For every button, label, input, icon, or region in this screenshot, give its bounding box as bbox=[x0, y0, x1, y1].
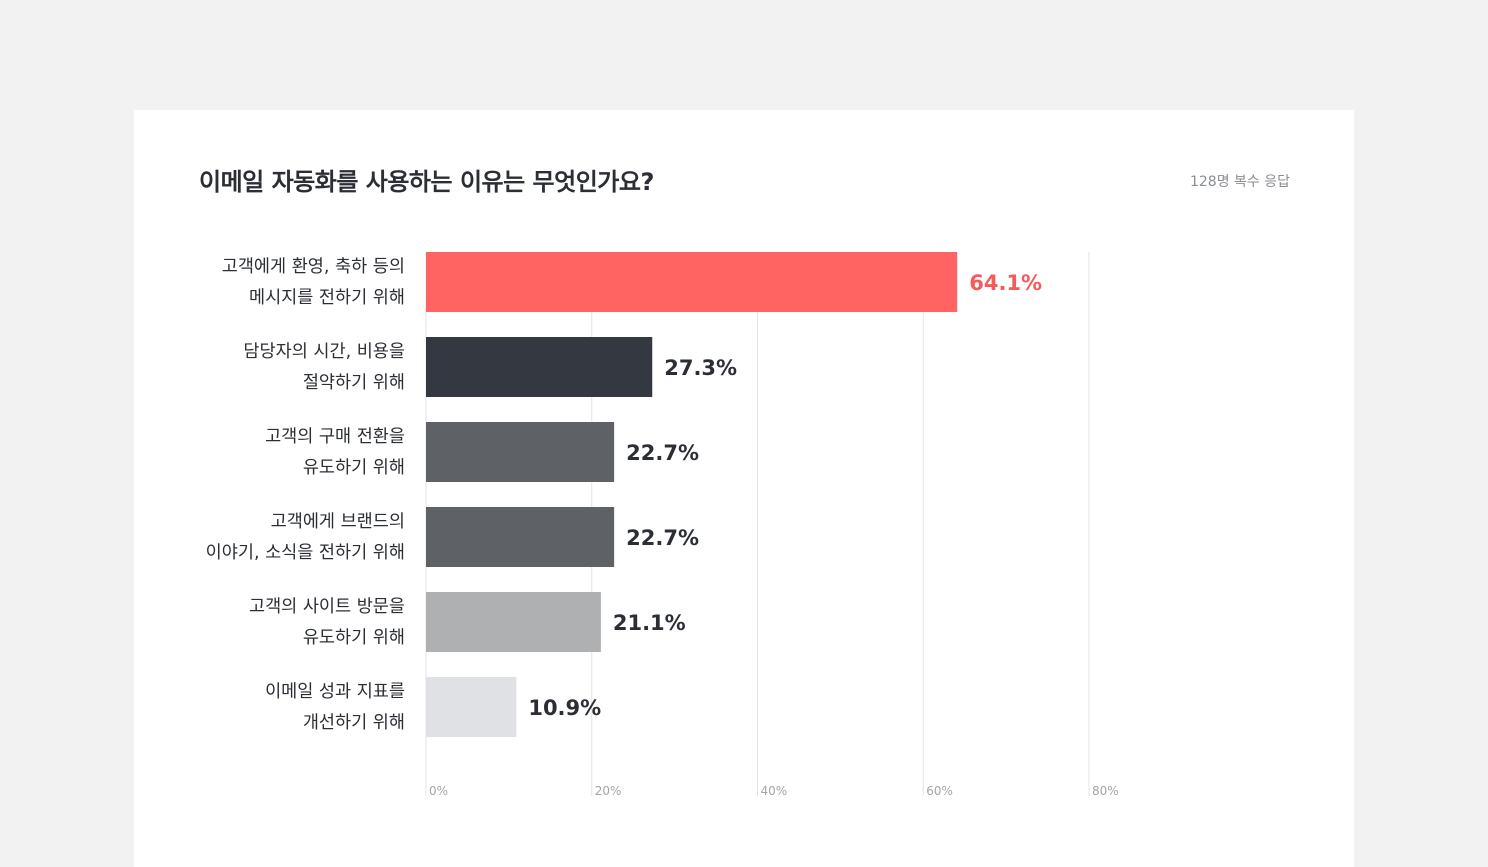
respondent-count: 128명 복수 응답 bbox=[1189, 174, 1290, 190]
category-label: 고객의 사이트 방문을 bbox=[249, 597, 405, 617]
category-label: 고객에게 브랜드의 bbox=[271, 512, 405, 532]
x-tick-label: 80% bbox=[1092, 784, 1119, 798]
value-label: 27.3% bbox=[664, 356, 737, 380]
category-label: 유도하기 위해 bbox=[303, 628, 405, 648]
survey-card: 이메일 자동화를 사용하는 이유는 무엇인가요? 128명 복수 응답 고객에게… bbox=[134, 110, 1354, 867]
value-labels: 64.1% 27.3% 22.7% 22.7% 21.1% 10.9% bbox=[528, 271, 1042, 720]
category-label: 담당자의 시간, 비용을 bbox=[243, 342, 405, 362]
bar bbox=[426, 507, 615, 567]
bar bbox=[426, 677, 517, 737]
category-label: 이메일 성과 지표를 bbox=[265, 682, 405, 702]
category-label: 절약하기 위해 bbox=[303, 373, 405, 393]
category-label: 고객에게 환영, 축하 등의 bbox=[222, 257, 405, 277]
category-label: 개선하기 위해 bbox=[303, 713, 405, 733]
bar bbox=[426, 422, 615, 482]
value-label: 21.1% bbox=[613, 611, 686, 635]
value-label: 64.1% bbox=[969, 271, 1042, 295]
bar bbox=[426, 592, 601, 652]
x-tick-label: 20% bbox=[595, 784, 622, 798]
x-axis-ticks: 0% 20% 40% 60% 80% bbox=[429, 784, 1119, 798]
x-tick-label: 40% bbox=[761, 784, 788, 798]
x-tick-label: 60% bbox=[926, 784, 953, 798]
category-label: 고객의 구매 전환을 bbox=[265, 427, 405, 447]
x-tick-label: 0% bbox=[429, 784, 448, 798]
chart-title: 이메일 자동화를 사용하는 이유는 무엇인가요? bbox=[199, 168, 654, 196]
bar bbox=[426, 252, 958, 312]
value-label: 22.7% bbox=[626, 441, 699, 465]
category-label: 메시지를 전하기 위해 bbox=[249, 288, 405, 308]
value-label: 10.9% bbox=[528, 696, 601, 720]
value-label: 22.7% bbox=[626, 526, 699, 550]
bar bbox=[426, 337, 653, 397]
category-label: 이야기, 소식을 전하기 위해 bbox=[206, 543, 405, 563]
category-label: 유도하기 위해 bbox=[303, 458, 405, 478]
bars bbox=[426, 252, 958, 737]
